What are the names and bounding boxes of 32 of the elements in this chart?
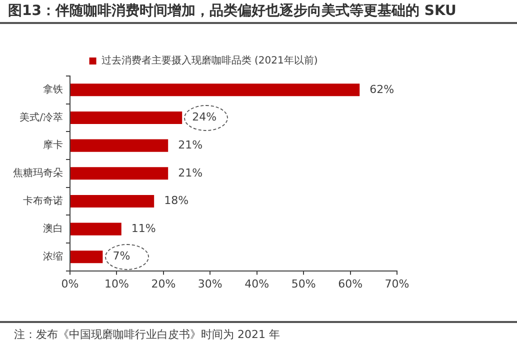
x-tick-label: 30%: [198, 277, 222, 290]
bar: [70, 250, 103, 264]
bar: [70, 222, 122, 236]
bar: [70, 194, 154, 208]
y-tick-label: 卡布奇诺: [23, 194, 63, 207]
data-label: 24%: [192, 110, 217, 124]
x-tick-label: 0%: [61, 277, 79, 290]
bar: [70, 111, 182, 124]
y-tick-label: 美式/冷萃: [20, 111, 63, 124]
y-tick-label: 澳白: [43, 222, 63, 235]
data-label: 62%: [370, 82, 394, 96]
legend-label: 过去消费者主要摄入现磨咖啡品类 (2021年以前): [101, 54, 318, 67]
text: 注：发布《中国现磨咖啡行业白皮书》时间为 2021 年: [0, 321, 517, 342]
x-tick-label: 60%: [338, 277, 363, 290]
y-tick-label: 拿铁: [43, 84, 63, 96]
x-tick-label: 50%: [291, 277, 316, 290]
data-label: 18%: [164, 194, 189, 208]
data-label: 7%: [112, 250, 130, 263]
y-tick-label: 摩卡: [43, 139, 63, 152]
x-tick-label: 70%: [384, 277, 410, 290]
bar: [70, 167, 168, 180]
chart-title: 图13：伴随咖啡消费时间增加，品类偏好也逐步向美式等更基础的 SKU: [0, 0, 517, 24]
x-tick-label: 20%: [151, 277, 176, 290]
y-tick-label: 浓缩: [43, 250, 63, 262]
bar: [70, 84, 360, 96]
x-tick-label: 40%: [244, 277, 270, 290]
bar: [70, 139, 168, 152]
data-label: 21%: [178, 138, 203, 152]
y-tick-label: 焦糖玛奇朵: [13, 166, 63, 179]
data-label: 21%: [178, 166, 203, 180]
data-label: 11%: [131, 222, 156, 235]
x-tick-label: 10%: [104, 277, 129, 290]
